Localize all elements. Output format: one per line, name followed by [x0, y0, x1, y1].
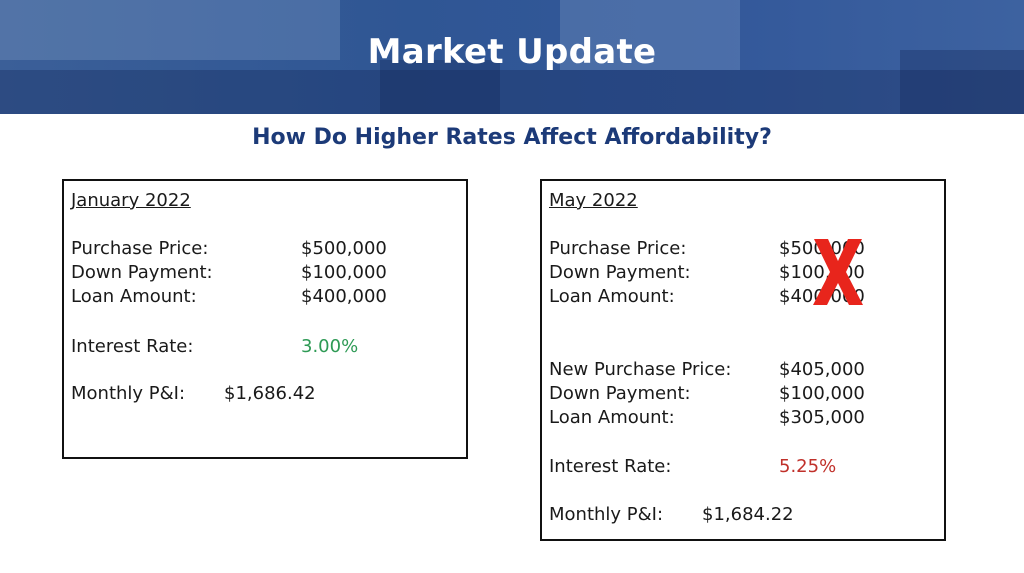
interest-rate-label: Interest Rate:: [549, 456, 672, 477]
banner-highlight: [560, 0, 740, 70]
purchase-price-value: $500,000: [301, 238, 387, 259]
down-payment-label: Down Payment:: [549, 262, 691, 283]
monthly-payment-label: Monthly P&I:: [71, 383, 186, 404]
down-payment-label: Down Payment:: [71, 262, 213, 283]
loan-amount-label: Loan Amount:: [71, 286, 197, 307]
page-subtitle: How Do Higher Rates Affect Affordability…: [252, 125, 772, 150]
january-heading: January 2022: [71, 190, 191, 211]
loan-amount-value: $400,000: [301, 286, 387, 307]
interest-rate-label: Interest Rate:: [71, 336, 194, 357]
interest-rate-value: 5.25%: [779, 456, 837, 477]
new-down-payment-label: Down Payment:: [549, 383, 691, 404]
page-title: Market Update: [367, 32, 657, 72]
banner-highlight: [0, 0, 340, 60]
banner-shadow: [0, 70, 1024, 114]
new-loan-amount-value: $305,000: [779, 407, 865, 428]
new-purchase-price-value: $405,000: [779, 359, 865, 380]
banner-shadow: [380, 60, 500, 114]
new-down-payment-value: $100,000: [779, 383, 865, 404]
may-panel: May 2022 Purchase Price: $500,000 Down P…: [540, 179, 946, 541]
down-payment-value: $100,000: [301, 262, 387, 283]
interest-rate-value: 3.00%: [301, 336, 359, 357]
monthly-payment-value: $1,684.22: [702, 504, 794, 525]
may-heading: May 2022: [549, 190, 638, 211]
loan-amount-label: Loan Amount:: [549, 286, 675, 307]
purchase-price-label: Purchase Price:: [549, 238, 687, 259]
monthly-payment-label: Monthly P&I:: [549, 504, 664, 525]
banner-shadow: [900, 50, 1024, 114]
monthly-payment-value: $1,686.42: [224, 383, 316, 404]
new-loan-amount-label: Loan Amount:: [549, 407, 675, 428]
x-mark-icon: [813, 239, 863, 305]
header-banner: Market Update: [0, 0, 1024, 114]
january-panel: January 2022 Purchase Price: $500,000 Do…: [62, 179, 468, 459]
purchase-price-label: Purchase Price:: [71, 238, 209, 259]
new-purchase-price-label: New Purchase Price:: [549, 359, 732, 380]
